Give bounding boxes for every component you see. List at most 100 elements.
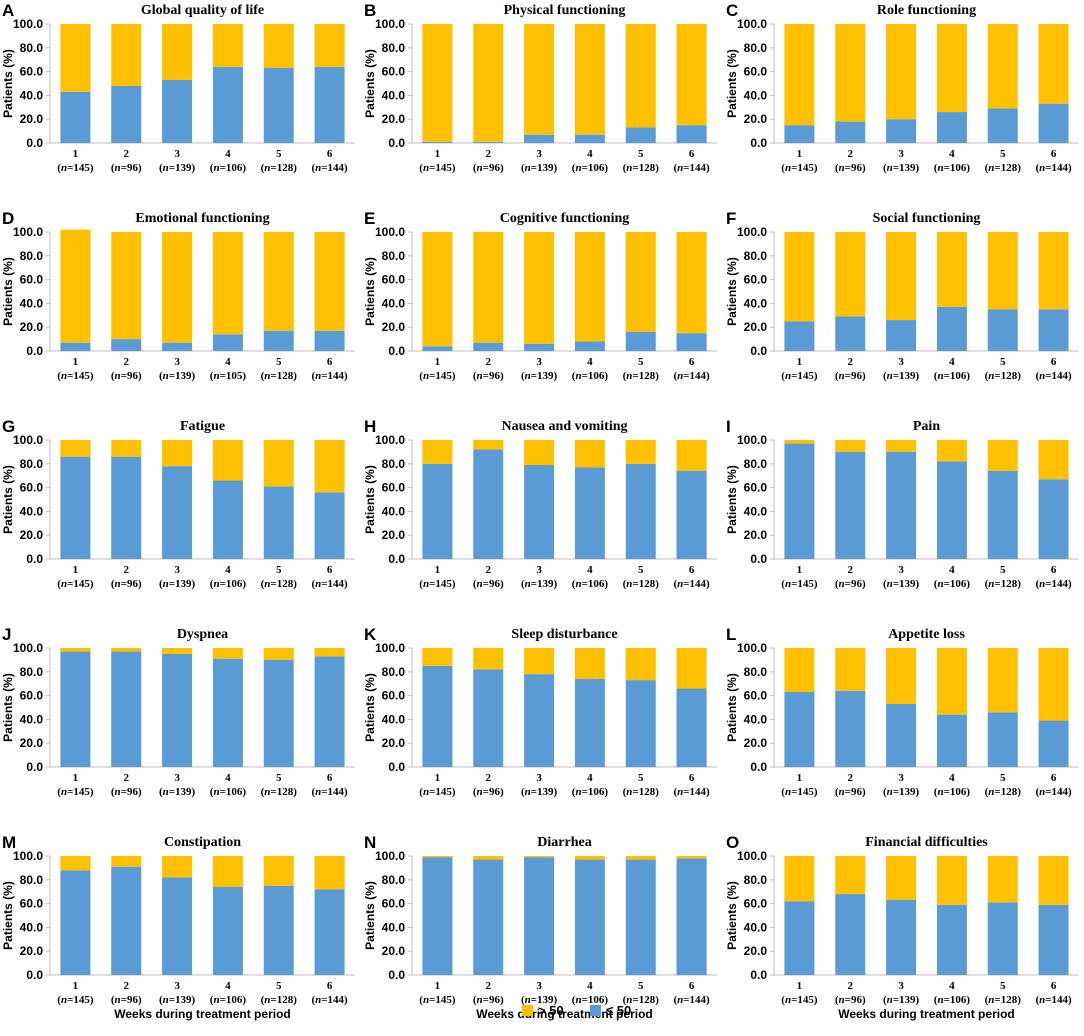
y-tick-label: 80.0	[744, 457, 768, 471]
bar-segment-le50	[111, 866, 142, 975]
sample-size-value: 145	[435, 578, 452, 590]
bar-segment-gt50	[886, 856, 917, 901]
chart-title: Physical functioning	[504, 3, 626, 18]
bar-segment-le50	[886, 320, 917, 351]
bar-segment-gt50	[574, 24, 605, 135]
y-tick-label: 60.0	[382, 689, 406, 703]
x-tick-sample-size: (n=144)	[673, 994, 710, 1006]
bar-segment-gt50	[987, 648, 1018, 713]
x-tick-sample-size: (n=145)	[57, 370, 94, 382]
sample-size-value: 96	[127, 370, 139, 382]
bar-segment-le50	[524, 464, 555, 559]
x-tick-sample-size: (n=106)	[572, 994, 609, 1006]
bar-segment-le50	[473, 141, 504, 143]
bar-segment-gt50	[784, 648, 815, 693]
x-axis-label: Weeks during treatment period	[476, 1007, 652, 1021]
bar-segment-gt50	[784, 856, 815, 902]
y-tick-label: 20.0	[20, 736, 44, 750]
sample-size-value: 139	[175, 578, 192, 590]
x-tick-label: 4	[587, 564, 593, 576]
y-tick-label: 40.0	[382, 504, 406, 518]
bar-segment-le50	[987, 712, 1018, 767]
x-tick-label: 2	[848, 980, 854, 992]
sample-size-value: 106	[588, 162, 605, 174]
y-axis-label: Patients (%)	[363, 257, 377, 326]
panel-label: K	[364, 625, 377, 644]
x-tick-sample-size: (n=96)	[111, 162, 142, 174]
bar-segment-le50	[835, 316, 866, 351]
bar-segment-le50	[473, 449, 504, 559]
x-tick-label: 5	[638, 772, 644, 784]
x-tick-label: 5	[276, 148, 282, 160]
bar-segment-gt50	[574, 648, 605, 679]
x-tick-label: 3	[174, 980, 180, 992]
y-tick-label: 40.0	[382, 88, 406, 102]
x-tick-sample-size: (n=96)	[473, 370, 504, 382]
sample-size-value: 139	[537, 994, 554, 1006]
bar-segment-le50	[162, 342, 193, 351]
y-tick-label: 20.0	[20, 112, 44, 126]
x-tick-label: 6	[327, 980, 333, 992]
bar-segment-gt50	[835, 232, 866, 317]
bar-segment-le50	[473, 859, 504, 975]
y-tick-label: 80.0	[382, 665, 406, 679]
x-tick-sample-size: (n=106)	[572, 578, 609, 590]
y-tick-label: 60.0	[20, 273, 44, 287]
bar-segment-le50	[473, 342, 504, 351]
bar-segment-gt50	[60, 229, 91, 343]
sample-size-value: 128	[639, 162, 656, 174]
bar-segment-gt50	[886, 440, 917, 452]
x-tick-sample-size: (n=128)	[985, 994, 1022, 1006]
sample-size-value: 145	[797, 786, 814, 798]
legend-swatch	[590, 1005, 601, 1016]
x-tick-sample-size: (n=144)	[673, 786, 710, 798]
bar-segment-le50	[835, 121, 866, 143]
x-tick-sample-size: (n=144)	[311, 994, 348, 1006]
sample-size-value: 139	[537, 162, 554, 174]
x-tick-label: 4	[949, 564, 955, 576]
panel-i: I Pain Patients (%) 0.0 20.0 40.0 60.0 80.0 100.…	[725, 417, 1079, 590]
sample-size-value: 144	[328, 578, 345, 590]
bar-segment-le50	[574, 859, 605, 975]
bar-segment-gt50	[987, 232, 1018, 310]
x-tick-label: 4	[225, 564, 231, 576]
x-tick-sample-size: (n=145)	[57, 994, 94, 1006]
y-tick-label: 0.0	[750, 136, 767, 150]
panel-label: A	[2, 1, 14, 20]
bar-segment-le50	[212, 886, 243, 975]
x-tick-label: 1	[73, 148, 79, 160]
panel-label: D	[2, 209, 14, 228]
bar-segment-le50	[162, 79, 193, 143]
bar-segment-le50	[987, 108, 1018, 143]
x-tick-label: 4	[225, 772, 231, 784]
y-tick-label: 40.0	[382, 296, 406, 310]
y-tick-label: 60.0	[20, 481, 44, 495]
bar-segment-le50	[60, 870, 91, 975]
bar-segment-gt50	[625, 24, 656, 128]
bar-segment-le50	[936, 714, 967, 767]
panel-label: N	[364, 833, 376, 852]
sample-size-value: 106	[588, 370, 605, 382]
y-tick-label: 80.0	[20, 873, 44, 887]
sample-size-value: 145	[435, 162, 452, 174]
sample-size-value: 128	[1001, 786, 1018, 798]
x-tick-label: 1	[73, 356, 79, 368]
y-tick-label: 0.0	[26, 344, 43, 358]
y-tick-label: 40.0	[382, 920, 406, 934]
y-tick-label: 0.0	[26, 136, 43, 150]
y-tick-label: 40.0	[744, 920, 768, 934]
sample-size-value: 128	[1001, 578, 1018, 590]
x-tick-sample-size: (n=128)	[261, 162, 298, 174]
bar-segment-gt50	[162, 648, 193, 654]
x-tick-label: 2	[124, 148, 130, 160]
y-tick-label: 80.0	[744, 249, 768, 263]
sample-size-value: 96	[127, 578, 139, 590]
bar-segment-gt50	[473, 440, 504, 450]
y-tick-label: 40.0	[20, 712, 44, 726]
y-axis-label: Patients (%)	[363, 465, 377, 534]
bar-segment-le50	[422, 857, 453, 975]
y-tick-label: 0.0	[750, 760, 767, 774]
y-tick-label: 60.0	[744, 65, 768, 79]
sample-size-value: 145	[73, 578, 90, 590]
panel-label: M	[2, 833, 16, 852]
